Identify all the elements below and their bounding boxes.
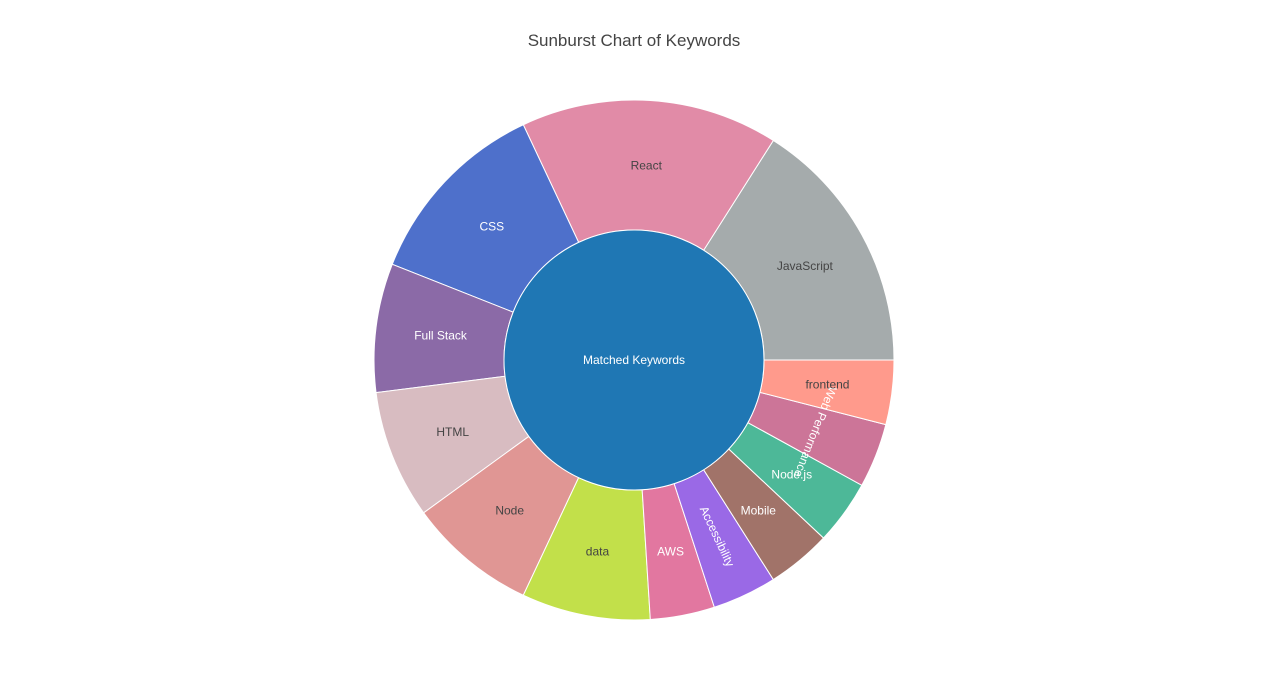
label-react: React [631,158,663,172]
label-full-stack: Full Stack [414,329,468,343]
label-node: Node [495,503,524,517]
label-aws: AWS [657,545,684,559]
label-html: HTML [436,425,469,439]
label-root: Matched Keywords [583,353,685,367]
label-data: data [586,545,610,559]
root-group: Matched Keywords [503,229,765,491]
label-javascript: JavaScript [777,259,834,273]
chart-title: Sunburst Chart of Keywords [527,31,741,50]
segment-root[interactable] [503,229,765,491]
label-mobile: Mobile [741,503,777,517]
label-css: CSS [480,220,505,234]
label-node-js: Node.js [771,468,812,482]
label-frontend: frontend [805,377,849,391]
ring-segments [373,99,895,621]
